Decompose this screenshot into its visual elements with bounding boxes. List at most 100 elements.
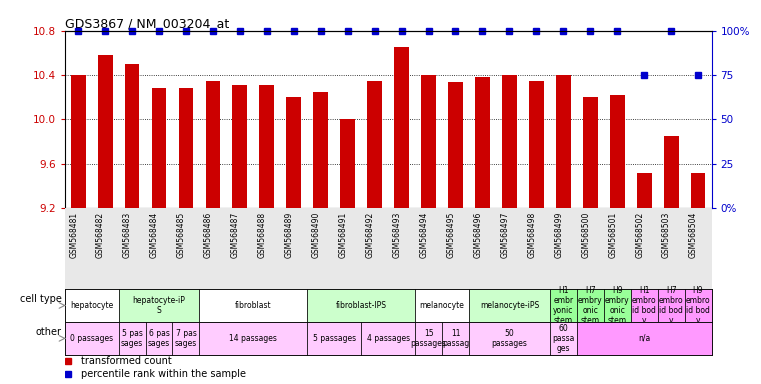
Bar (475, 77, 490, 208)
Bar (415, 289, 469, 322)
Text: GSM568490: GSM568490 (312, 212, 320, 258)
Text: 50
passages: 50 passages (492, 329, 527, 348)
Bar (577, 289, 603, 322)
Text: 60
passa
ges: 60 passa ges (552, 324, 575, 353)
Bar (658, 289, 685, 322)
Text: GSM568503: GSM568503 (662, 212, 671, 258)
Bar (583, 97, 597, 208)
Bar (340, 119, 355, 208)
Bar (637, 172, 651, 208)
Text: GSM568492: GSM568492 (365, 212, 374, 258)
Text: melanocyte: melanocyte (419, 301, 464, 310)
Bar (442, 322, 469, 355)
Bar (394, 47, 409, 208)
Text: H7
embry
onic
stem: H7 embry onic stem (578, 286, 603, 324)
Bar (97, 55, 113, 208)
Text: 6 pas
sages: 6 pas sages (148, 329, 170, 348)
Bar (577, 322, 712, 355)
Text: GSM568482: GSM568482 (96, 212, 105, 258)
Bar (550, 289, 577, 322)
Text: GSM568499: GSM568499 (554, 212, 563, 258)
Text: GSM568483: GSM568483 (123, 212, 132, 258)
Text: GSM568496: GSM568496 (473, 212, 482, 258)
Bar (415, 322, 442, 355)
Bar (65, 289, 119, 322)
Text: cell type: cell type (20, 294, 62, 304)
Text: 5 passages: 5 passages (313, 334, 356, 343)
Bar (314, 92, 328, 208)
Text: H1
embro
id bod
y: H1 embro id bod y (632, 286, 657, 324)
Bar (502, 75, 517, 208)
Text: 5 pas
sages: 5 pas sages (121, 329, 143, 348)
Text: H9
embry
onic
stem: H9 embry onic stem (605, 286, 629, 324)
Text: hepatocyte-iP
S: hepatocyte-iP S (132, 296, 186, 315)
Text: 14 passages: 14 passages (229, 334, 277, 343)
Bar (151, 88, 167, 208)
Text: GSM568494: GSM568494 (419, 212, 428, 258)
Bar (529, 81, 544, 208)
Bar (173, 322, 199, 355)
Text: H7
embro
id bod
y: H7 embro id bod y (659, 286, 683, 324)
Text: GSM568495: GSM568495 (447, 212, 456, 258)
Bar (205, 81, 221, 208)
Bar (603, 289, 631, 322)
Text: GSM568488: GSM568488 (258, 212, 267, 258)
Text: GSM568485: GSM568485 (177, 212, 186, 258)
Bar (610, 95, 625, 208)
Bar (448, 82, 463, 208)
Bar (179, 88, 193, 208)
Bar (232, 85, 247, 208)
Bar (664, 136, 679, 208)
Text: GSM568491: GSM568491 (339, 212, 348, 258)
Bar (199, 322, 307, 355)
Text: 11
passag: 11 passag (442, 329, 469, 348)
Bar (260, 85, 274, 208)
Bar (691, 172, 705, 208)
Bar (125, 64, 139, 208)
Bar (469, 322, 550, 355)
Text: GSM568501: GSM568501 (608, 212, 617, 258)
Text: GSM568481: GSM568481 (69, 212, 78, 258)
Bar (685, 289, 712, 322)
Text: GSM568486: GSM568486 (204, 212, 213, 258)
Text: GSM568500: GSM568500 (581, 212, 591, 258)
Text: 4 passages: 4 passages (367, 334, 409, 343)
Text: hepatocyte: hepatocyte (70, 301, 113, 310)
Bar (550, 322, 577, 355)
Bar (119, 322, 145, 355)
Text: 7 pas
sages: 7 pas sages (175, 329, 197, 348)
Text: 0 passages: 0 passages (70, 334, 113, 343)
Text: fibroblast-IPS: fibroblast-IPS (336, 301, 387, 310)
Text: GSM568487: GSM568487 (231, 212, 240, 258)
Text: n/a: n/a (638, 334, 651, 343)
Text: GSM568502: GSM568502 (635, 212, 644, 258)
Text: H9
embro
id bod
y: H9 embro id bod y (686, 286, 710, 324)
Text: transformed count: transformed count (81, 356, 172, 366)
Bar (307, 322, 361, 355)
Bar (469, 289, 550, 322)
Text: melanocyte-iPS: melanocyte-iPS (479, 301, 539, 310)
Bar (71, 75, 85, 208)
Bar (286, 97, 301, 208)
Text: 15
passages: 15 passages (411, 329, 447, 348)
Text: GSM568497: GSM568497 (501, 212, 509, 258)
Bar (145, 322, 173, 355)
Bar (119, 289, 199, 322)
Text: fibroblast: fibroblast (235, 301, 272, 310)
Text: GSM568498: GSM568498 (527, 212, 537, 258)
Bar (421, 75, 436, 208)
Bar (361, 322, 415, 355)
Text: GDS3867 / NM_003204_at: GDS3867 / NM_003204_at (65, 17, 229, 30)
Text: GSM568489: GSM568489 (285, 212, 294, 258)
Bar (65, 322, 119, 355)
Text: other: other (36, 327, 62, 337)
Bar (368, 81, 382, 208)
Bar (631, 289, 658, 322)
Text: GSM568484: GSM568484 (150, 212, 159, 258)
Text: GSM568504: GSM568504 (689, 212, 698, 258)
Text: GSM568493: GSM568493 (393, 212, 402, 258)
Bar (556, 75, 571, 208)
Text: H1
embr
yonic
stem: H1 embr yonic stem (553, 286, 574, 324)
Bar (199, 289, 307, 322)
Text: percentile rank within the sample: percentile rank within the sample (81, 369, 246, 379)
